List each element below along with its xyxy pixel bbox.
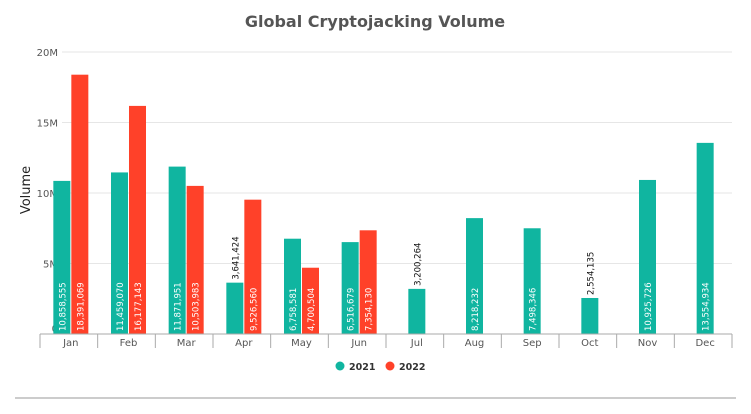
data-label: 11,871,951: [174, 282, 184, 331]
data-label: 4,700,504: [307, 288, 317, 331]
legend-label-2022: 2022: [399, 362, 425, 373]
bar-2022-jun: [359, 230, 377, 334]
data-label: 2,554,135: [586, 252, 596, 295]
bar-2022-mar: [186, 185, 204, 334]
bar-2021-jun: [341, 242, 359, 334]
legend-marker-2022: [385, 361, 395, 371]
y-tick-label: 5M: [43, 260, 58, 271]
data-label: 6,758,581: [289, 288, 299, 331]
bar-2021-mar: [168, 166, 186, 334]
chart-title: Global Cryptojacking Volume: [245, 12, 505, 31]
x-tick-label: Feb: [120, 338, 138, 349]
bar-2022-feb: [129, 105, 146, 334]
data-label: 3,200,264: [413, 243, 423, 286]
x-tick-label: Sep: [523, 338, 542, 349]
bar-2021-oct: [581, 297, 599, 334]
x-tick-label: May: [291, 338, 312, 349]
data-label: 6,516,679: [347, 288, 357, 331]
bar-2021-apr: [226, 282, 244, 334]
data-label: 8,218,232: [471, 288, 481, 331]
x-tick-label: Nov: [638, 338, 658, 349]
data-label: 3,641,424: [231, 236, 241, 279]
bar-2022-apr: [244, 199, 262, 334]
bar-2021-dec: [696, 142, 714, 334]
x-tick-label: Jan: [62, 338, 78, 349]
legend-marker-2021: [335, 361, 345, 371]
bar-2021-sep: [523, 228, 541, 334]
x-tick-label: Dec: [695, 338, 714, 349]
bar-2021-may: [284, 238, 301, 334]
data-label: 10,925,726: [644, 282, 654, 331]
bar-2022-may: [302, 267, 319, 334]
x-tick-label: Mar: [177, 338, 197, 349]
data-label: 11,459,070: [116, 282, 126, 331]
bar-2021-nov: [639, 179, 656, 334]
data-label: 16,177,143: [134, 282, 144, 331]
bar-2022-jan: [71, 74, 89, 335]
y-tick-label: 10M: [37, 189, 58, 200]
x-tick-label: Aug: [465, 338, 485, 349]
data-label: 7,498,346: [529, 288, 539, 331]
bar-2021-aug: [466, 218, 483, 334]
x-tick-label: Jul: [410, 338, 423, 349]
bar-2021-feb: [111, 172, 128, 334]
x-tick-label: Apr: [235, 338, 253, 349]
data-label: 18,391,069: [76, 282, 86, 331]
data-label: 9,526,560: [249, 288, 259, 331]
x-tick-label: Jun: [350, 338, 367, 349]
bar-2021-jul: [408, 288, 426, 334]
y-tick-label: 20M: [37, 48, 58, 59]
data-label: 7,354,130: [365, 288, 375, 331]
legend-label-2021: 2021: [349, 362, 375, 373]
data-label: 10,503,983: [192, 282, 202, 331]
y-tick-label: 15M: [37, 119, 58, 130]
bar-2021-jan: [53, 180, 71, 334]
y-axis-label: Volume: [19, 166, 34, 214]
data-label: 10,858,555: [58, 282, 68, 331]
data-label: 13,554,934: [702, 282, 712, 331]
x-tick-label: Oct: [581, 338, 598, 349]
